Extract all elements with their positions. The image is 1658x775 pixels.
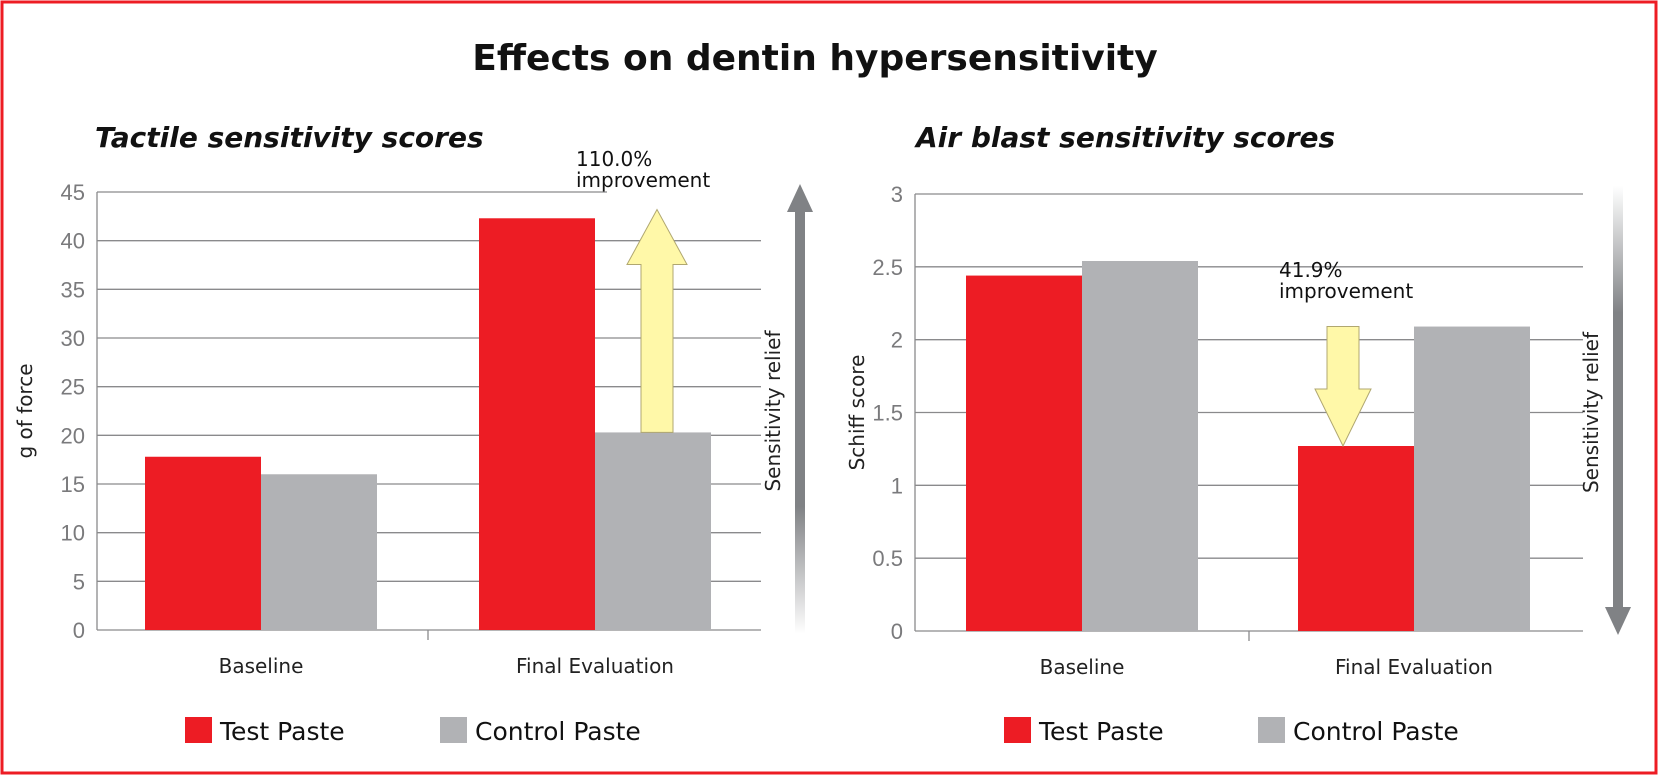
annotation-value: 110.0% xyxy=(576,147,652,171)
y-tick-label: 2.5 xyxy=(872,255,903,280)
legend-label: Test Paste xyxy=(1038,717,1164,746)
side-label: Sensitivity relief xyxy=(1579,331,1603,493)
bar-test xyxy=(966,275,1082,631)
x-tick-label: Baseline xyxy=(1040,655,1125,679)
figure-title: Effects on dentin hypersensitivity xyxy=(472,38,1157,79)
x-tick-label: Baseline xyxy=(219,654,304,678)
annotation-value: 41.9% xyxy=(1279,258,1343,282)
y-tick-label: 40 xyxy=(61,229,85,254)
y-tick-label: 25 xyxy=(61,375,85,400)
y-tick-label: 20 xyxy=(61,423,85,448)
y-tick-label: 1 xyxy=(891,473,903,498)
bar-control xyxy=(1414,326,1530,631)
bar-test xyxy=(479,218,595,630)
y-tick-label: 15 xyxy=(61,472,85,497)
chart-title: Air blast sensitivity scores xyxy=(914,121,1335,154)
bar-control xyxy=(261,474,377,630)
y-axis-label: g of force xyxy=(13,363,37,458)
legend-label: Control Paste xyxy=(1293,717,1459,746)
y-tick-label: 45 xyxy=(61,180,85,205)
arrow-up-icon xyxy=(787,184,813,212)
legend-swatch-test xyxy=(185,717,212,743)
x-tick-label: Final Evaluation xyxy=(516,654,674,678)
legend-label: Control Paste xyxy=(475,717,641,746)
relief-arrow-shaft xyxy=(795,210,805,634)
annotation-text: improvement xyxy=(576,168,710,192)
relief-arrow-shaft xyxy=(1613,186,1623,609)
y-tick-label: 2 xyxy=(891,328,903,353)
improvement-arrow-up-icon xyxy=(626,208,688,433)
y-axis-label: Schiff score xyxy=(845,355,869,471)
legend-swatch-test xyxy=(1004,717,1031,743)
y-tick-label: 35 xyxy=(61,277,85,302)
legend-swatch-control xyxy=(440,717,467,743)
air-blast-chart: Air blast sensitivity scores 0 0.5 1 1.5 2 2.… xyxy=(845,121,1631,746)
chart-title: Tactile sensitivity scores xyxy=(95,121,484,154)
y-tick-label: 3 xyxy=(891,182,903,207)
improvement-arrow-down-icon xyxy=(1314,326,1372,448)
y-tick-label: 10 xyxy=(61,521,85,546)
bar-control xyxy=(1082,261,1198,631)
y-tick-label: 5 xyxy=(73,569,85,594)
annotation-text: improvement xyxy=(1279,279,1413,303)
x-tick-label: Final Evaluation xyxy=(1335,655,1493,679)
y-tick-label: 0 xyxy=(891,619,903,644)
bar-control xyxy=(595,432,711,630)
legend-label: Test Paste xyxy=(219,717,345,746)
bar-test xyxy=(145,456,261,630)
arrow-down-icon xyxy=(1605,607,1631,635)
bar-test xyxy=(1298,446,1414,631)
side-label: Sensitivity relief xyxy=(761,330,785,492)
annotation-mask xyxy=(607,182,766,212)
y-tick-label: 30 xyxy=(61,326,85,351)
y-tick-label: 0 xyxy=(73,618,85,643)
y-tick-label: 0.5 xyxy=(872,546,903,571)
y-tick-label: 1.5 xyxy=(872,401,903,426)
tactile-chart: Tactile sensitivity scores 0 5 10 15 20 25 30 3… xyxy=(13,121,813,746)
legend-swatch-control xyxy=(1258,717,1285,743)
